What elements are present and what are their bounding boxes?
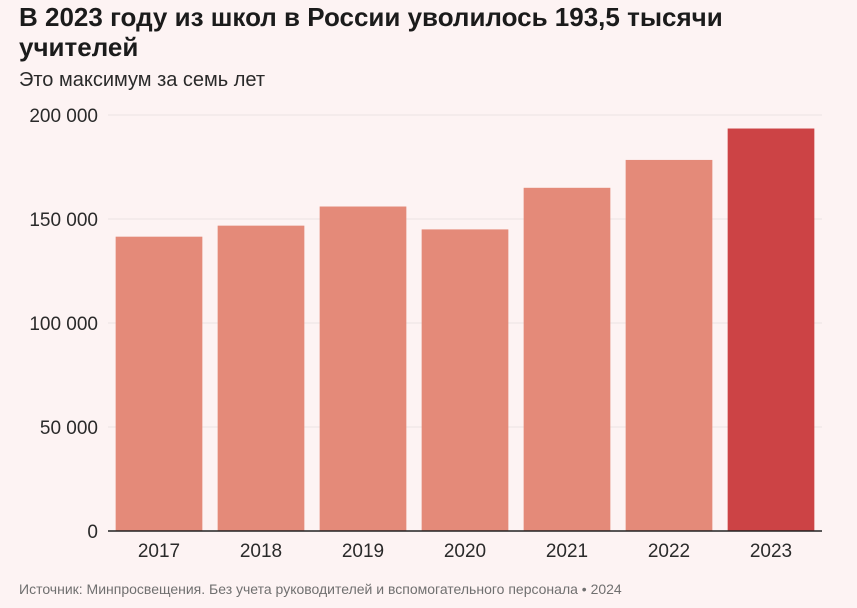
y-tick-label: 200 000 xyxy=(29,106,98,127)
bar-2018 xyxy=(217,225,305,531)
x-tick-label: 2023 xyxy=(750,541,792,562)
x-tick-label: 2020 xyxy=(444,541,486,562)
x-tick-label: 2021 xyxy=(546,541,588,562)
bar-2022 xyxy=(625,159,713,531)
bar-2021 xyxy=(523,187,611,532)
bars xyxy=(115,128,815,532)
y-tick-label: 50 000 xyxy=(40,418,98,439)
bar-2023 xyxy=(727,128,815,531)
x-tick-label: 2022 xyxy=(648,541,690,562)
bar-2019 xyxy=(319,206,407,531)
x-tick-label: 2019 xyxy=(342,541,384,562)
chart-title: В 2023 году из школ в России уволилось 1… xyxy=(19,2,723,62)
bar-chart: 0 50 000 100 000 150 000 200 000 2017 2018 2019… xyxy=(29,106,822,562)
tick-labels: 0 50 000 100 000 150 000 200 000 2017 2018 2019… xyxy=(29,106,792,562)
y-tick-label: 150 000 xyxy=(29,210,98,231)
chart-subtitle: Это максимум за семь лет xyxy=(19,69,266,91)
y-tick-label: 0 xyxy=(87,522,98,543)
x-tick-label: 2017 xyxy=(138,541,180,562)
bar-2017 xyxy=(115,236,203,531)
bar-2020 xyxy=(421,229,509,531)
y-tick-label: 100 000 xyxy=(29,314,98,335)
x-tick-label: 2018 xyxy=(240,541,282,562)
source-note: Источник: Минпросвещения. Без учета руко… xyxy=(19,581,622,597)
